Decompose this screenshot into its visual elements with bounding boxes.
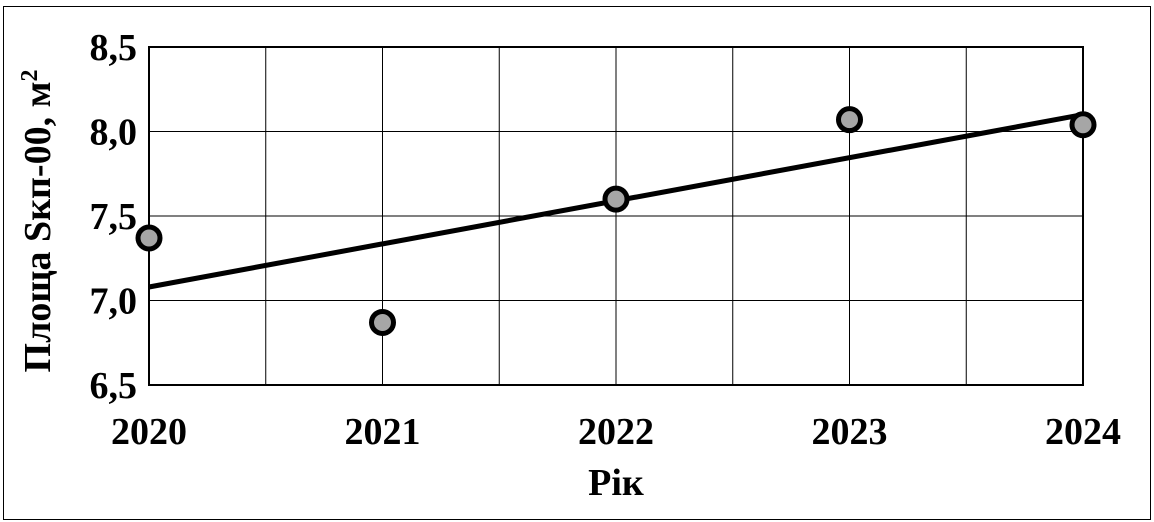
data-points (135, 106, 1097, 336)
data-point (135, 224, 163, 252)
plot-area (148, 46, 1084, 386)
grid-lines (148, 46, 1084, 386)
y-axis-ticks: 6,5 7,0 7,5 8,0 8,5 (90, 27, 138, 407)
x-axis-label: Рік (588, 462, 644, 504)
x-tick-label: 2023 (812, 411, 888, 453)
y-tick-label: 8,5 (90, 27, 138, 69)
x-tick-label: 2022 (578, 411, 654, 453)
data-point (1069, 111, 1097, 139)
y-tick-label: 7,0 (90, 281, 138, 323)
x-tick-label: 2020 (111, 411, 187, 453)
y-axis-label-text: Площа Sкп-00, м (17, 82, 59, 373)
y-axis-label-superscript: 2 (17, 70, 43, 82)
y-tick-label: 7,5 (90, 196, 138, 238)
data-point (836, 106, 863, 134)
x-tick-label: 2024 (1045, 411, 1121, 453)
y-tick-label: 8,0 (90, 112, 138, 154)
x-axis-ticks: 2020 2021 2022 2023 2024 (111, 411, 1121, 453)
y-axis-label: Площа Sкп-00, м2 (17, 70, 59, 373)
chart-frame (3, 6, 1151, 520)
y-tick-label: 6,5 (90, 365, 138, 407)
data-point (602, 185, 630, 213)
x-tick-label: 2021 (345, 411, 421, 453)
data-point (369, 308, 396, 336)
